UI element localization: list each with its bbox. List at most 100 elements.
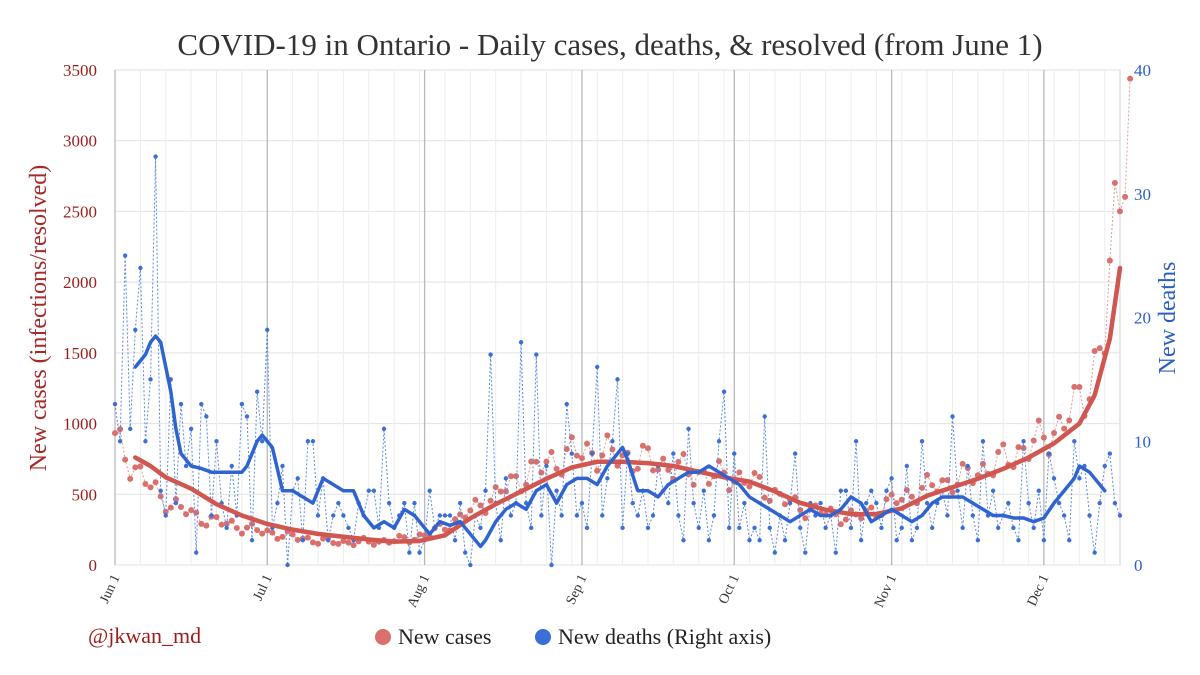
new-deaths-point (1036, 488, 1041, 493)
new-cases-point (548, 449, 555, 456)
new-deaths-point (864, 500, 869, 506)
y-left-tick-label: 500 (72, 485, 98, 504)
new-deaths-point (1046, 451, 1052, 456)
new-cases-point (198, 520, 205, 527)
new-deaths-point (858, 538, 864, 543)
new-cases-point (152, 479, 159, 486)
new-deaths-point (889, 476, 894, 481)
new-deaths-point (894, 538, 899, 543)
legend-marker-cases (375, 629, 391, 645)
new-cases-point (690, 481, 697, 488)
new-cases-point (1122, 193, 1129, 200)
new-cases-point (396, 532, 403, 539)
new-cases-point (254, 527, 261, 534)
new-deaths-point (183, 463, 189, 469)
new-cases-point (893, 500, 900, 507)
new-deaths-point (315, 513, 321, 518)
new-cases-point (441, 526, 448, 533)
new-cases-point (634, 465, 641, 472)
new-cases-point (797, 506, 804, 513)
new-deaths-point (249, 538, 255, 543)
new-deaths-point (112, 401, 118, 407)
new-deaths-point (904, 463, 910, 469)
new-deaths-point (518, 340, 524, 345)
new-cases-point (746, 483, 753, 490)
new-cases-point (213, 513, 220, 520)
x-tick-label: Jul 1 (251, 572, 276, 603)
new-deaths-point (848, 525, 854, 531)
new-deaths-point (463, 550, 468, 555)
new-deaths-point (244, 414, 250, 419)
new-deaths-point (696, 525, 701, 531)
new-cases-point (289, 531, 296, 538)
new-deaths-point (919, 439, 925, 444)
new-deaths-point (914, 525, 920, 531)
new-cases-point (939, 477, 946, 484)
new-deaths-point (610, 439, 615, 444)
new-cases-point (705, 480, 712, 487)
new-cases-point (594, 467, 601, 474)
x-tick-label: Jun 1 (97, 572, 123, 605)
new-cases-point (908, 493, 915, 500)
new-cases-point (1127, 75, 1134, 82)
new-deaths-point (386, 500, 392, 506)
new-deaths-point (209, 513, 214, 518)
new-deaths-point (199, 401, 204, 407)
new-deaths-point (295, 476, 300, 481)
new-deaths-point (178, 401, 184, 407)
new-deaths-point (737, 525, 742, 531)
new-cases-point (802, 515, 809, 522)
new-deaths-point (498, 538, 503, 543)
new-cases-point (233, 524, 240, 531)
new-deaths-point (772, 550, 778, 555)
new-cases-point (533, 458, 540, 465)
new-deaths-point (468, 562, 473, 568)
new-deaths-point (300, 538, 306, 543)
new-deaths-point (529, 525, 534, 531)
new-deaths-point (488, 352, 493, 357)
new-cases-point (842, 516, 849, 523)
new-cases-point (1117, 208, 1123, 215)
new-cases-point (497, 488, 504, 495)
new-cases-point (183, 511, 190, 518)
chart-title: COVID-19 in Ontario - Daily cases, death… (177, 27, 1042, 62)
new-deaths-point (929, 525, 935, 531)
new-deaths-point (757, 538, 762, 543)
new-deaths-point (1056, 500, 1062, 506)
new-cases-point (959, 460, 966, 467)
new-deaths-points (112, 154, 1123, 568)
new-cases-point (1096, 345, 1103, 352)
new-deaths-point (1026, 500, 1031, 506)
new-cases-point (401, 534, 408, 541)
x-tick-label: Oct 1 (716, 572, 743, 606)
new-cases-point (309, 539, 316, 546)
new-deaths-point (1087, 513, 1092, 518)
new-cases-point (578, 455, 585, 462)
new-deaths-point (325, 538, 331, 543)
new-deaths-point (686, 426, 691, 432)
new-deaths-point (635, 513, 641, 518)
new-cases-point (304, 534, 311, 541)
new-deaths-point (402, 500, 407, 506)
new-deaths-point (995, 525, 1001, 531)
new-cases-point (949, 489, 956, 496)
new-deaths-point (194, 550, 199, 555)
new-cases-point (137, 463, 144, 470)
new-deaths-point (1031, 525, 1036, 531)
new-deaths-point (950, 414, 955, 419)
new-deaths-point (711, 513, 717, 518)
new-deaths-point (798, 525, 803, 531)
new-deaths-point (701, 488, 706, 493)
new-deaths-point (224, 525, 229, 531)
new-deaths-point (163, 513, 168, 518)
new-deaths-point (117, 439, 123, 444)
new-deaths-point (732, 451, 737, 456)
new-cases-point (868, 504, 875, 511)
new-cases-point (756, 473, 763, 480)
new-deaths-point (681, 538, 686, 543)
new-deaths-point (823, 525, 828, 531)
new-deaths-point (554, 488, 559, 493)
y-right-tick-label: 0 (1134, 556, 1143, 575)
new-deaths-point (965, 463, 970, 469)
new-deaths-point (427, 488, 432, 493)
